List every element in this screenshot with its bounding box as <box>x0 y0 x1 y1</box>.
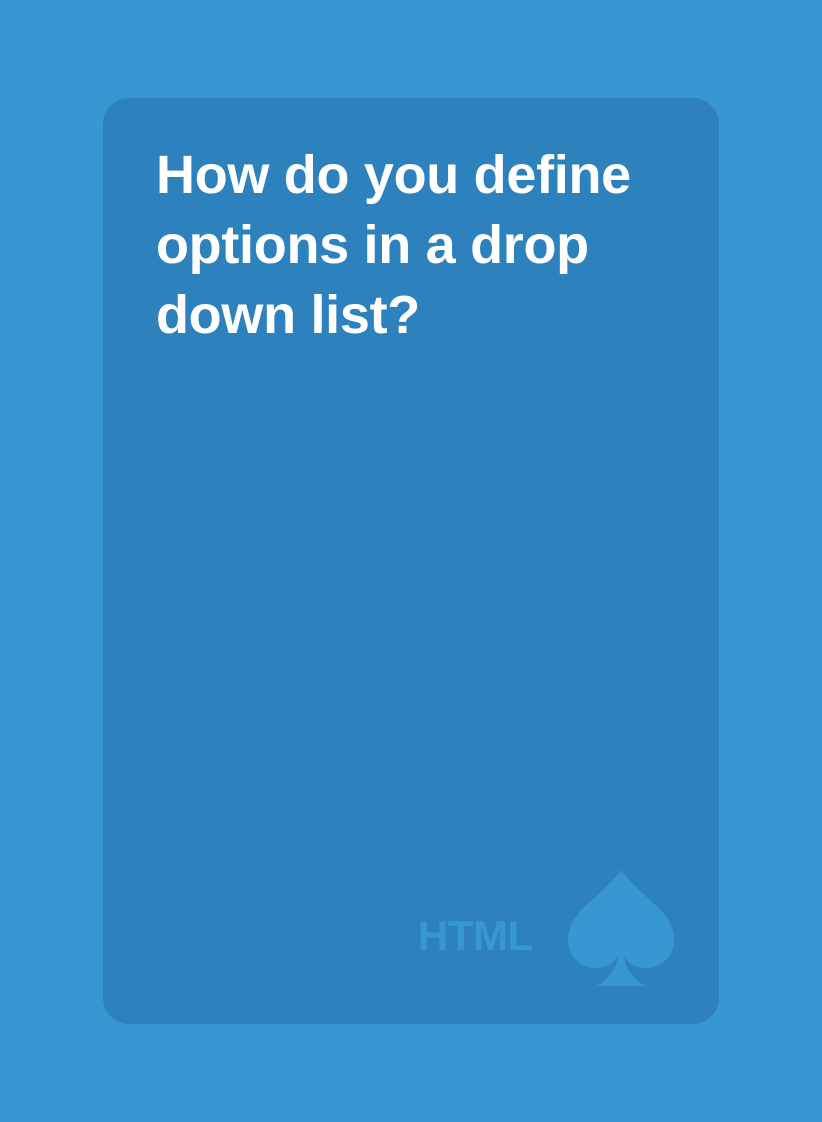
card-question: How do you define options in a drop down… <box>156 145 631 345</box>
flash-card: How do you define options in a drop down… <box>103 98 719 1024</box>
card-category-label: HTML <box>418 912 533 959</box>
spade-icon <box>568 870 674 986</box>
